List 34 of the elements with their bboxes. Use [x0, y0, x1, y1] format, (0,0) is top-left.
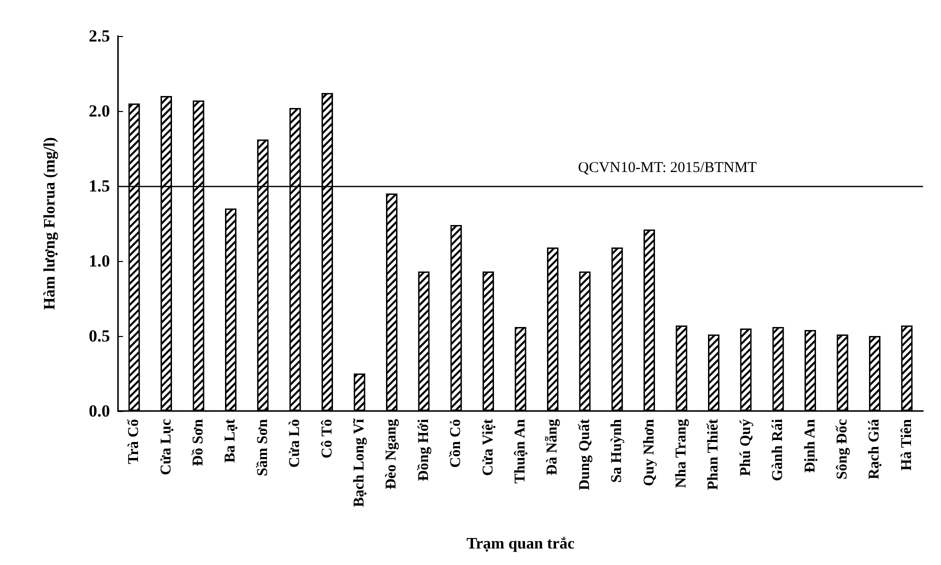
x-tick-label: Cửa Lò	[287, 419, 304, 468]
x-tick-label: Sầm Sơn	[254, 418, 271, 476]
x-tick-label: Định An	[802, 418, 818, 473]
x-tick-label: Thuận An	[512, 418, 528, 484]
x-tick-label: Đồng Hới	[416, 419, 432, 482]
x-tick-label: Sa Huỳnh	[609, 418, 626, 483]
y-tick-label: 1.5	[88, 176, 110, 196]
x-tick-label: Bạch Long Vĩ	[352, 418, 368, 508]
x-tick-label: Hà Tiên	[898, 418, 915, 471]
y-axis-title: Hàm lượng Florua (mg/l)	[42, 137, 58, 310]
y-tick-label: 0.0	[88, 402, 110, 420]
x-tick-label: Dung Quất	[576, 419, 593, 490]
y-tick-label: 2.5	[88, 26, 110, 46]
y-tick-label: 2.0	[88, 102, 110, 120]
x-tick-label: Cô Tô	[319, 419, 336, 458]
x-tick-label: Đèo Ngang	[384, 418, 400, 490]
x-tick-label: Rạch Giá	[866, 418, 883, 480]
x-tick-label: Phú Quý	[738, 418, 754, 476]
x-tick-label: Ba Lạt	[222, 419, 239, 463]
y-tick-label: 1.0	[88, 252, 110, 270]
x-tick-label: Cửa Việt	[480, 419, 496, 476]
x-tick-label: Nha Trang	[674, 418, 690, 488]
x-tick-label: Đà Nẵng	[544, 418, 561, 476]
x-tick-label: Quy Nhơn	[641, 418, 658, 486]
x-tick-label: Gành Rái	[770, 419, 786, 482]
x-tick-label: Cồn Cỏ	[448, 419, 464, 468]
y-tick-label: 0.5	[88, 326, 110, 346]
x-tick-label: Phan Thiết	[706, 419, 722, 490]
x-tick-label: Trà Cổ	[126, 418, 142, 464]
x-tick-label: Sông Đốc	[834, 418, 850, 480]
annotation: QCVN10-MT: 2015/BTNMT	[578, 160, 757, 176]
x-tick-label: Đồ Sơn	[190, 418, 206, 466]
x-axis-title: Trạm quan trắc	[466, 536, 575, 552]
x-tick-label: Cửa Lục	[158, 418, 174, 476]
